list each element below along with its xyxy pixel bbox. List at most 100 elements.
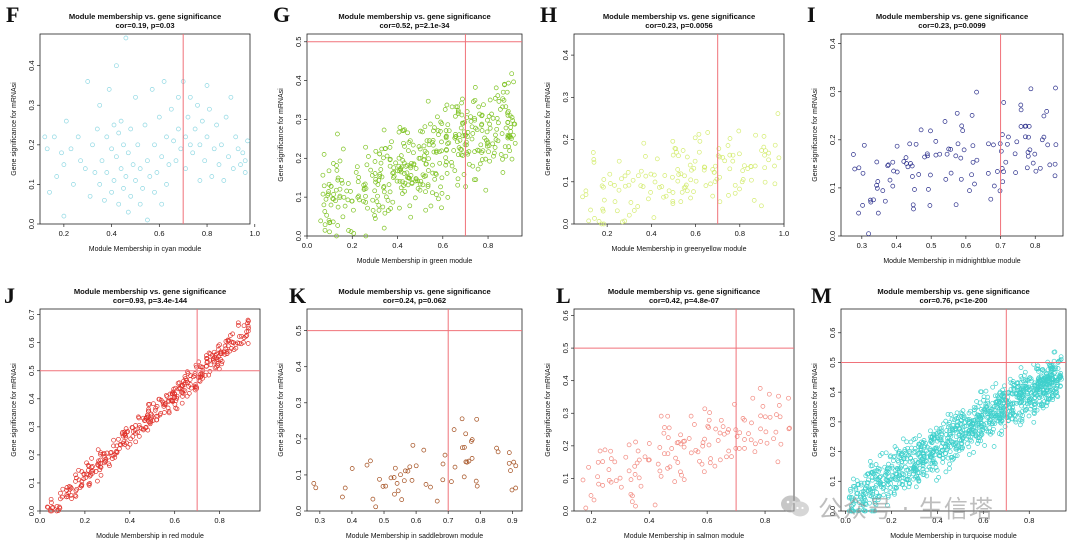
data-point (429, 139, 435, 145)
data-point (161, 79, 167, 84)
data-point (580, 477, 586, 483)
x-axis-label: Module Membership in saddlebrown module (346, 533, 483, 540)
data-point (658, 473, 664, 479)
data-point (732, 190, 738, 196)
data-point (363, 144, 368, 150)
data-point (870, 470, 876, 475)
data-point (697, 138, 703, 144)
data-point (775, 111, 781, 116)
data-point (423, 482, 429, 487)
data-point (1055, 366, 1061, 371)
data-point (918, 127, 924, 133)
data-point (847, 494, 852, 500)
panel-letter: G (273, 2, 290, 27)
data-point (370, 496, 376, 502)
data-point (939, 432, 945, 438)
data-point (975, 441, 980, 446)
panel-j: J Module membership vs. gene significance… (0, 275, 267, 550)
x-axis-label: Module Membership in salmon module (624, 533, 744, 540)
data-point (355, 179, 361, 185)
data-point (99, 158, 105, 164)
data-point (464, 150, 470, 156)
data-point (870, 508, 876, 514)
data-point (397, 125, 403, 130)
data-point (245, 341, 251, 346)
chart-title: Module membership vs. gene significance (876, 12, 1028, 21)
data-point (320, 191, 326, 197)
data-point (438, 184, 443, 190)
data-point (886, 461, 891, 467)
x-tick-label: 0.8 (483, 241, 493, 250)
data-point (506, 80, 511, 86)
data-point (500, 104, 505, 110)
data-point (207, 351, 213, 357)
data-point (1051, 382, 1056, 388)
data-point (463, 431, 469, 437)
data-point (238, 341, 244, 347)
data-point (861, 142, 867, 148)
data-point (474, 483, 480, 489)
chart-title: Module membership vs. gene significance (338, 287, 490, 296)
data-point (493, 85, 499, 91)
data-point (487, 125, 493, 131)
data-point (1032, 382, 1037, 388)
x-tick-label: 0.8 (760, 516, 770, 525)
data-point (997, 419, 1003, 425)
data-point (662, 425, 667, 430)
data-point (712, 463, 718, 469)
data-point (928, 428, 933, 434)
data-point (460, 96, 465, 102)
data-point (740, 168, 746, 173)
data-point (740, 177, 746, 182)
data-point (980, 408, 986, 414)
data-point (885, 494, 891, 500)
data-point (142, 122, 148, 128)
data-point (455, 109, 461, 115)
data-point (375, 182, 381, 187)
data-point (147, 174, 153, 179)
x-tick-label: 0.6 (438, 241, 448, 250)
data-point (372, 188, 378, 194)
data-point (634, 460, 640, 466)
data-point (892, 453, 898, 459)
data-point (777, 414, 783, 420)
data-point (380, 484, 386, 489)
data-point (386, 182, 392, 187)
y-tick-label: 0.2 (294, 153, 303, 163)
data-point (123, 426, 129, 431)
data-point (426, 156, 431, 162)
data-point (966, 452, 972, 457)
data-point (928, 128, 933, 134)
data-point (311, 481, 317, 486)
data-point (57, 504, 62, 510)
x-tick-label: 0.6 (978, 516, 988, 525)
data-point (722, 158, 728, 164)
data-point (726, 427, 731, 432)
data-point (349, 466, 355, 471)
data-point (136, 434, 142, 439)
data-point (1018, 124, 1024, 129)
data-point (714, 176, 720, 182)
data-point (407, 203, 413, 209)
data-point (772, 142, 778, 148)
y-tick-label: 0.2 (828, 135, 837, 145)
data-point (1029, 383, 1035, 389)
data-point (1045, 396, 1051, 402)
data-point (472, 116, 477, 121)
data-point (686, 436, 692, 441)
data-point (1044, 400, 1050, 406)
data-point (888, 453, 894, 459)
data-point (689, 167, 694, 173)
data-point (197, 378, 203, 384)
data-point (613, 478, 619, 484)
data-point (502, 144, 508, 150)
data-point (952, 453, 958, 459)
data-point (941, 455, 946, 461)
data-point (707, 460, 713, 466)
data-point (924, 473, 930, 479)
data-point (378, 160, 384, 166)
data-point (204, 83, 210, 88)
data-point (503, 153, 509, 159)
data-point (713, 426, 719, 432)
data-point (590, 150, 596, 155)
